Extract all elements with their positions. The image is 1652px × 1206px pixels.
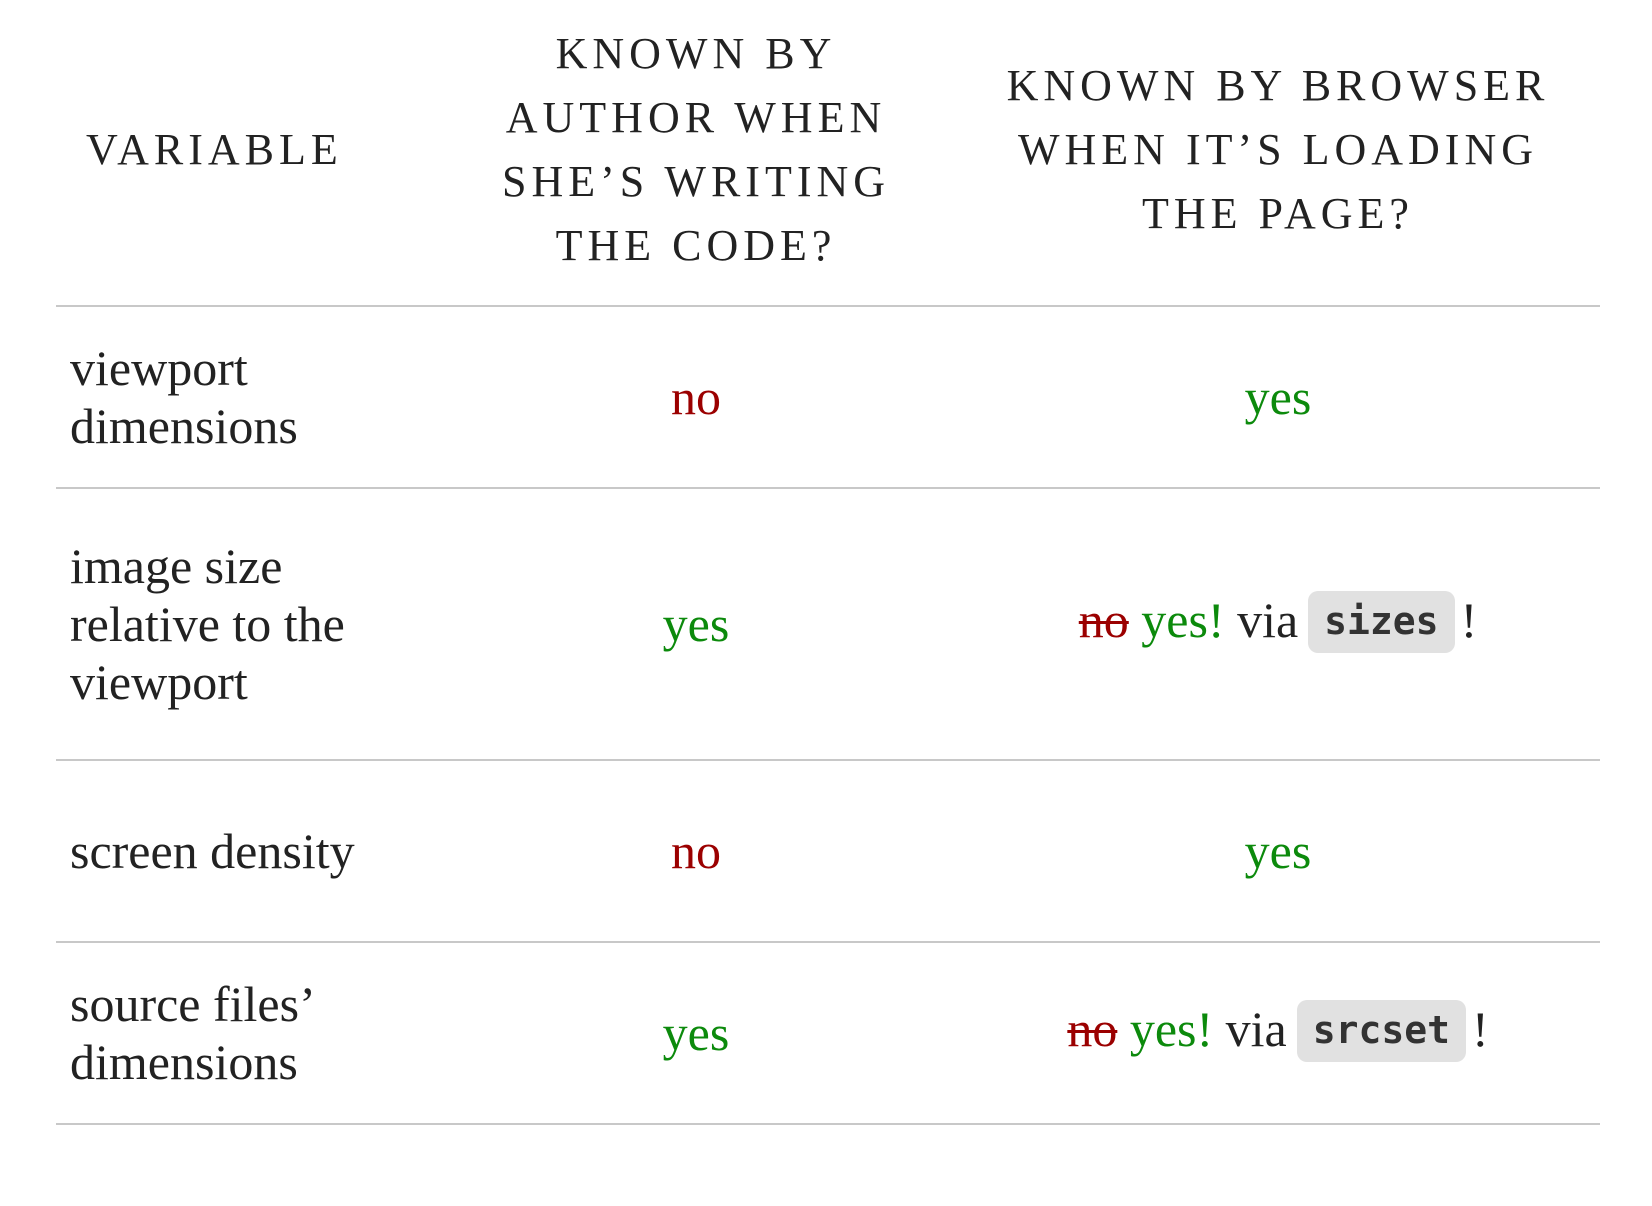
struck-answer-no: no (1078, 592, 1129, 649)
via-text: via (1225, 1001, 1287, 1058)
browser-cell: yes (956, 306, 1600, 489)
author-cell: yes (436, 488, 956, 761)
answer-yes: yes (1244, 823, 1312, 879)
browser-cell: yes (956, 760, 1600, 943)
answer-yes-exclaim: yes! (1141, 592, 1225, 649)
header-row: Variable Known by author when she’s writ… (56, 0, 1600, 307)
table-body: viewport dimensions no yes image size re… (56, 306, 1600, 1125)
comparison-table-container: Variable Known by author when she’s writ… (56, 0, 1600, 1125)
author-cell: yes (436, 942, 956, 1125)
exclamation-mark: ! (1472, 1001, 1489, 1058)
author-cell: no (436, 760, 956, 943)
comparison-table: Variable Known by author when she’s writ… (56, 0, 1600, 1125)
author-cell: no (436, 306, 956, 489)
code-sizes: sizes (1308, 590, 1455, 653)
variable-cell: screen density (56, 760, 436, 943)
via-text: via (1237, 592, 1299, 649)
struck-answer-no: no (1067, 1001, 1118, 1058)
variable-cell: viewport dimensions (56, 306, 436, 489)
header-known-by-author: Known by author when she’s writing the c… (436, 0, 956, 307)
table-row: source files’ dimensions yes no yes! via… (56, 942, 1600, 1125)
variable-cell: image size relative to the viewport (56, 488, 436, 761)
variable-cell: source files’ dimensions (56, 942, 436, 1125)
answer-no: no (671, 823, 721, 879)
code-srcset: srcset (1296, 999, 1467, 1062)
answer-yes: yes (662, 1005, 730, 1061)
table-row: image size relative to the viewport yes … (56, 488, 1600, 761)
table-row: viewport dimensions no yes (56, 306, 1600, 489)
browser-cell: no yes! via sizes! (956, 488, 1600, 761)
header-variable: Variable (56, 0, 436, 307)
answer-yes: yes (662, 596, 730, 652)
header-known-by-browser: Known by browser when it’s loading the p… (956, 0, 1600, 307)
answer-yes: yes (1244, 369, 1312, 425)
answer-no: no (671, 369, 721, 425)
table-header: Variable Known by author when she’s writ… (56, 0, 1600, 307)
table-row: screen density no yes (56, 760, 1600, 943)
browser-cell: no yes! via srcset! (956, 942, 1600, 1125)
answer-yes-exclaim: yes! (1129, 1001, 1214, 1058)
exclamation-mark: ! (1460, 592, 1478, 649)
